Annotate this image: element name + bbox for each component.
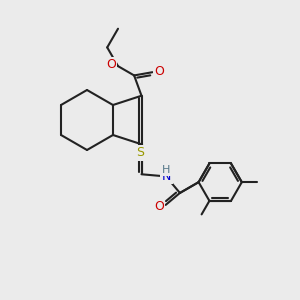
Text: O: O <box>106 58 116 71</box>
Text: O: O <box>154 200 164 213</box>
Text: S: S <box>136 146 144 159</box>
Text: O: O <box>154 65 164 78</box>
Text: H: H <box>162 164 170 175</box>
Text: N: N <box>162 170 171 183</box>
